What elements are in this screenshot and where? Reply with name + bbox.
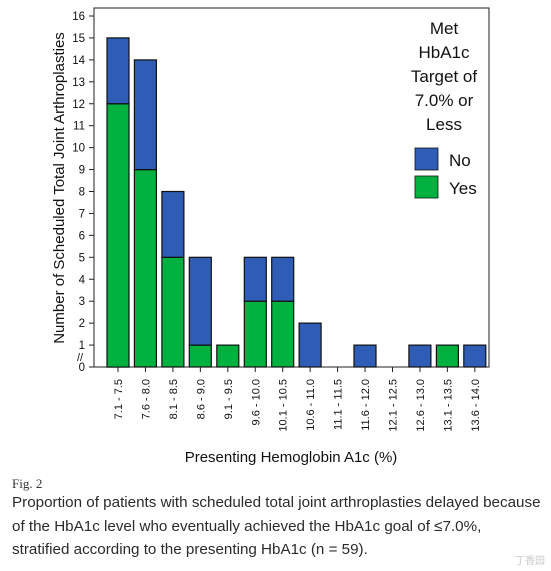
bar-no-106-110: [298, 322, 322, 368]
y-tick-label: 5: [79, 252, 85, 264]
bar-yes-91-95: [216, 344, 240, 368]
bar-yes-86-90: [188, 344, 212, 368]
legend-title-line: Met: [430, 19, 459, 38]
y-axis-break: //: [77, 352, 84, 364]
y-tick-label: 8: [79, 187, 85, 199]
x-tick-label: 12.1 - 12.5: [388, 379, 400, 432]
y-tick-label: 15: [72, 33, 85, 45]
bar-no-86-90: [188, 256, 212, 346]
x-tick-label: 13.6 - 14.0: [470, 379, 482, 432]
bar-no-101-105: [271, 256, 295, 302]
x-tick-label: 9.6 - 10.0: [250, 379, 262, 425]
bar-yes-76-80: [133, 169, 157, 368]
x-axis: 7.1 - 7.5 7.6 - 8.0 8.1 - 8.5 8.6 - 9.0 9.1 …: [113, 367, 482, 432]
legend-swatch-yes: [414, 175, 439, 199]
bar-yes-71-75: [106, 103, 130, 368]
bar-yes-101-105: [271, 300, 295, 368]
x-tick-label: 7.1 - 7.5: [113, 379, 125, 419]
figure-label: Fig. 2: [12, 476, 43, 491]
legend-title-line: Target of: [411, 67, 477, 86]
y-tick-label: 4: [79, 274, 86, 286]
legend-label-yes: Yes: [449, 179, 477, 198]
x-tick-label: 8.6 - 9.0: [195, 379, 207, 419]
y-axis-label: Number of Scheduled Total Joint Arthropl…: [51, 32, 68, 344]
x-tick-label: 8.1 - 8.5: [168, 379, 180, 419]
bar-no-126-130: [408, 344, 432, 368]
bar-no-71-75: [106, 37, 130, 105]
bar-yes-96-100: [243, 300, 267, 368]
bar-yes-81-85: [161, 256, 185, 368]
y-tick-label: 3: [79, 296, 85, 308]
bar-no-116-120: [353, 344, 377, 368]
x-tick-label: 13.1 - 13.5: [442, 379, 454, 432]
x-tick-label: 10.1 - 10.5: [278, 379, 290, 432]
bars-group: [106, 37, 487, 368]
watermark: 丁香园: [515, 556, 545, 567]
y-tick-label: 12: [72, 99, 85, 111]
y-tick-label: 6: [79, 230, 85, 242]
y-tick-label: 10: [72, 143, 85, 155]
bar-no-81-85: [161, 190, 185, 258]
legend-title-line: 7.0% or: [415, 91, 474, 110]
y-tick-label: 13: [72, 77, 85, 89]
bar-no-76-80: [133, 59, 157, 171]
legend-title-line: HbA1c: [418, 43, 470, 62]
legend-label-no: No: [449, 151, 471, 170]
x-tick-label: 12.6 - 13.0: [415, 379, 427, 432]
y-tick-label: 7: [79, 208, 85, 220]
x-tick-label: 11.6 - 12.0: [360, 379, 372, 431]
y-tick-label: 11: [73, 121, 85, 133]
y-tick-label: 0: [79, 362, 85, 374]
bar-yes-131-135: [435, 344, 459, 368]
bar-no-96-100: [243, 256, 267, 302]
legend-swatch-no: [414, 147, 439, 171]
x-axis-label: Presenting Hemoglobin A1c (%): [185, 449, 398, 466]
figure-caption: Proportion of patients with scheduled to…: [12, 494, 541, 558]
x-tick-label: 10.6 - 11.0: [305, 379, 317, 431]
y-tick-label: 9: [79, 165, 85, 177]
x-tick-label: 11.1 - 11.5: [333, 379, 345, 430]
y-tick-label: 2: [79, 318, 85, 330]
x-tick-label: 9.1 - 9.5: [223, 379, 235, 419]
y-tick-label: 1: [79, 340, 85, 352]
y-tick-label: 16: [72, 11, 85, 23]
bar-no-136-140: [463, 344, 487, 368]
legend: Met HbA1c Target of 7.0% or Less No Yes: [411, 19, 477, 199]
y-tick-label: 14: [72, 55, 85, 67]
x-tick-label: 7.6 - 8.0: [140, 379, 152, 419]
legend-title-line: Less: [426, 115, 462, 134]
